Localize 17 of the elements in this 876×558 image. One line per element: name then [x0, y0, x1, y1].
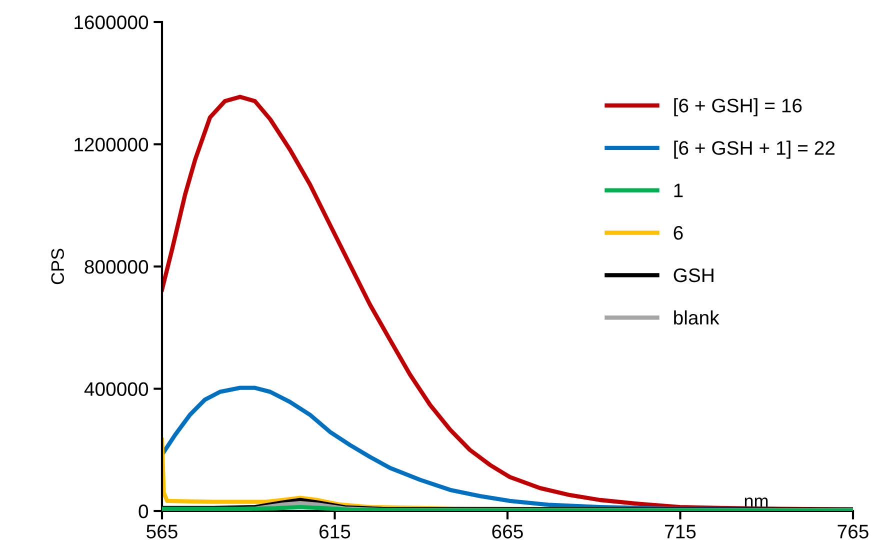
y-tick-label: 400000: [84, 382, 148, 396]
legend-label: 1: [674, 184, 683, 198]
x-tick-label: 615: [320, 524, 350, 538]
y-tick-label: 800000: [84, 260, 148, 274]
legend-label: 6: [674, 226, 683, 240]
legend-label: GSH: [674, 268, 714, 282]
x-tick-label: 565: [146, 524, 178, 538]
legend-label: [6 + GSH + 1] = 22: [674, 140, 835, 159]
y-tick-label: 1600000: [74, 15, 148, 30]
y-tick-label: 1200000: [74, 138, 148, 152]
legend-label: [6 + GSH] = 16: [674, 98, 802, 116]
y-tick-label: 0: [138, 504, 148, 518]
y-axis-title: CPS: [51, 248, 64, 284]
x-tick-label: 665: [492, 524, 523, 538]
x-tick-label: 765: [838, 524, 868, 538]
x-tick-label: 715: [665, 524, 696, 538]
legend-label: blank: [674, 310, 720, 325]
